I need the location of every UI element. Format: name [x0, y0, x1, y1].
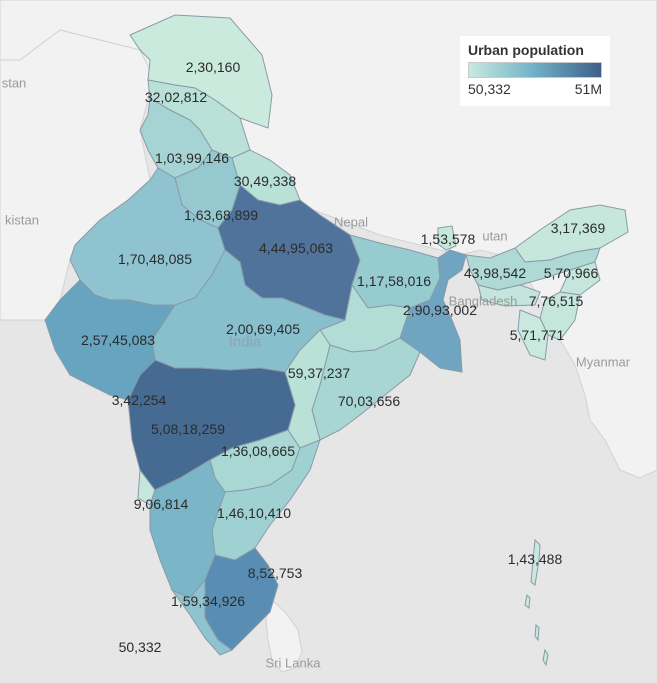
region-label-andaman-nicobar: 1,43,488: [507, 551, 563, 567]
region-label-himachal-pradesh: 32,02,812: [144, 89, 208, 105]
legend-gradient-bar: [468, 62, 602, 78]
region-label-maharashtra: 5,08,18,259: [151, 421, 225, 437]
region-label-manipur: 5,71,771: [509, 327, 565, 343]
region-label-goa: 9,06,814: [133, 496, 189, 512]
legend-min-label: 50,332: [468, 81, 511, 97]
region-label-haryana: 1,63,68,899: [184, 207, 258, 223]
region-gujarat[interactable]: [44, 279, 176, 401]
region-label-punjab: 1,03,99,146: [155, 150, 229, 166]
color-legend[interactable]: Urban population 50,332 51M: [460, 36, 610, 106]
region-label-telangana: 1,36,08,665: [221, 443, 295, 459]
country-label-bhutan: utan: [482, 228, 508, 244]
region-label-madhya-pradesh: 2,00,69,405: [226, 321, 300, 337]
region-sikkim[interactable]: [437, 225, 457, 251]
country-label-bangladesh: Bangladesh: [448, 293, 518, 309]
region-tripura-mizoram[interactable]: [517, 309, 549, 361]
region-label-arunachal-pradesh: 3,17,369: [550, 220, 606, 236]
region-label-karnataka: 1,59,34,926: [171, 593, 245, 609]
sri-lanka-land: [265, 599, 303, 673]
country-label-sri-lanka: Sri Lanka: [265, 655, 321, 671]
region-label-jammu-kashmir: 2,30,160: [185, 59, 241, 75]
region-label-bihar: 1,17,58,016: [357, 273, 431, 289]
region-label-rajasthan: 1,70,48,085: [118, 251, 192, 267]
region-nagaland[interactable]: [559, 261, 601, 296]
country-label-myanmar: Myanmar: [575, 354, 631, 370]
legend-max-label: 51M: [574, 81, 602, 97]
region-meghalaya[interactable]: [477, 284, 541, 307]
region-label-puducherry: 8,52,753: [247, 565, 303, 581]
legend-title: Urban population: [468, 42, 584, 58]
region-label-west-bengal: 2,90,93,002: [403, 302, 477, 318]
region-label-uttar-pradesh: 4,44,95,063: [259, 240, 333, 256]
region-kerala[interactable]: [170, 578, 234, 656]
region-west-bengal[interactable]: [399, 249, 467, 373]
region-label-gujarat: 2,57,45,083: [81, 332, 155, 348]
country-label-nepal: Nepal: [334, 214, 368, 230]
region-label-odisha: 70,03,656: [337, 393, 401, 409]
country-label-india: India: [228, 333, 262, 351]
region-label-uttarakhand: 30,49,338: [233, 173, 297, 189]
region-label-andhra-pradesh: 1,46,10,410: [217, 505, 291, 521]
region-label-nagaland: 5,70,966: [543, 265, 599, 281]
country-label-pakistan: kistan: [5, 212, 39, 228]
region-label-dadra-nagar-haveli: 3,42,254: [111, 392, 167, 408]
region-label-sikkim: 1,53,578: [420, 231, 476, 247]
region-label-assam: 43,98,542: [463, 265, 527, 281]
country-label-pakistan-top: stan: [1, 75, 27, 91]
region-label-meghalaya: 7,76,515: [528, 293, 584, 309]
region-label-lakshadweep: 50,332: [118, 639, 162, 655]
region-label-jharkhand: 59,37,237: [287, 365, 351, 381]
region-andaman-nicobar[interactable]: [524, 538, 549, 667]
